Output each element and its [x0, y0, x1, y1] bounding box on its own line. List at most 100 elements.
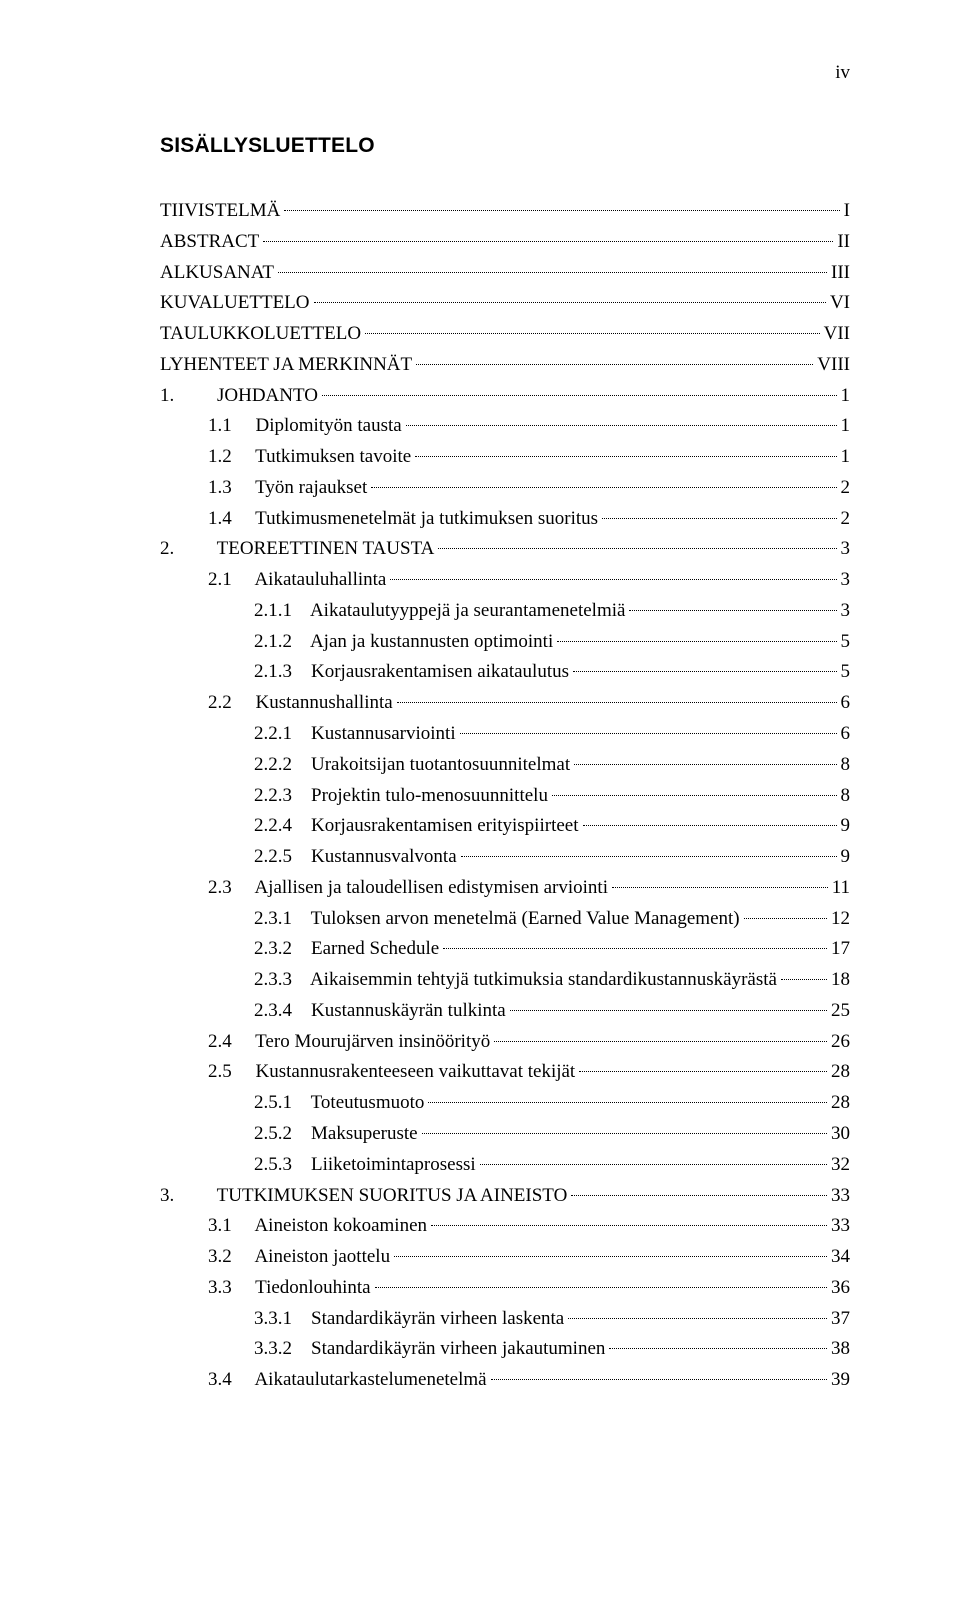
toc-heading: SISÄLLYSLUETTELO [160, 134, 850, 158]
toc-entry-label: 3.3.2 Standardikäyrän virheen jakautumin… [254, 1334, 605, 1365]
toc-entry-label: 2.2 Kustannushallinta [208, 688, 393, 719]
toc-leader-dots [322, 395, 837, 396]
toc-leader-dots [552, 795, 837, 796]
toc-leader-dots [394, 1256, 827, 1257]
toc-entry-page: 11 [832, 873, 850, 904]
toc-entry: ALKUSANATIII [160, 258, 850, 289]
toc-list: TIIVISTELMÄ I ABSTRACT IIALKUSANATIIIKUVALU… [160, 196, 850, 1396]
toc-entry: 1.2 Tutkimuksen tavoite 1 [160, 442, 850, 473]
toc-leader-dots [390, 579, 836, 580]
toc-entry: LYHENTEET JA MERKINNÄTVIII [160, 350, 850, 381]
toc-entry-label: ABSTRACT [160, 227, 259, 258]
toc-entry-page: 3 [841, 596, 851, 627]
toc-entry: 3.2 Aineiston jaottelu34 [160, 1242, 850, 1273]
toc-leader-dots [365, 333, 820, 334]
toc-entry-page: 1 [841, 381, 851, 412]
toc-entry: 2.5.3 Liiketoimintaprosessi 32 [160, 1150, 850, 1181]
toc-entry-page: 1 [841, 411, 851, 442]
toc-entry: 2.3.2 Earned Schedule17 [160, 934, 850, 965]
toc-leader-dots [781, 979, 827, 980]
toc-leader-dots [431, 1225, 827, 1226]
toc-leader-dots [375, 1287, 827, 1288]
toc-entry: 3. TUTKIMUKSEN SUORITUS JA AINEISTO33 [160, 1181, 850, 1212]
toc-entry: 2.2.2 Urakoitsijan tuotantosuunnitelmat 8 [160, 750, 850, 781]
toc-leader-dots [571, 1195, 827, 1196]
toc-entry: KUVALUETTELOVI [160, 288, 850, 319]
toc-entry-label: 2.5.1 Toteutusmuoto [254, 1088, 424, 1119]
toc-entry-label: 3.1 Aineiston kokoaminen [208, 1211, 427, 1242]
toc-leader-dots [491, 1379, 827, 1380]
toc-entry-label: TAULUKKOLUETTELO [160, 319, 361, 350]
toc-entry-label: 1.2 Tutkimuksen tavoite [208, 442, 411, 473]
toc-entry-label: 1. JOHDANTO [160, 381, 318, 412]
toc-leader-dots [460, 733, 837, 734]
toc-entry-page: VIII [817, 350, 850, 381]
toc-entry-label: 3.4 Aikataulutarkastelumenetelmä [208, 1365, 487, 1396]
toc-entry: 2.1 Aikatauluhallinta3 [160, 565, 850, 596]
toc-entry-page: 33 [831, 1181, 850, 1212]
toc-leader-dots [510, 1010, 827, 1011]
toc-leader-dots [494, 1041, 827, 1042]
toc-leader-dots [461, 856, 837, 857]
toc-entry-page: 1 [841, 442, 851, 473]
toc-leader-dots [568, 1318, 827, 1319]
toc-leader-dots [422, 1133, 827, 1134]
toc-entry-page: VI [830, 288, 850, 319]
toc-entry-label: 2.2.1 Kustannusarviointi [254, 719, 456, 750]
toc-entry-label: 2.2.5 Kustannusvalvonta [254, 842, 457, 873]
toc-leader-dots [438, 548, 836, 549]
toc-leader-dots [480, 1164, 827, 1165]
toc-entry-label: 2.5 Kustannusrakenteeseen vaikuttavat te… [208, 1057, 575, 1088]
toc-leader-dots [406, 425, 837, 426]
toc-leader-dots [579, 1071, 827, 1072]
toc-entry-page: 9 [841, 811, 851, 842]
toc-entry-page: 8 [841, 750, 851, 781]
toc-leader-dots [573, 671, 836, 672]
document-page: iv SISÄLLYSLUETTELO TIIVISTELMÄIABSTRACT… [0, 0, 960, 1617]
toc-entry-page: 5 [841, 657, 851, 688]
toc-leader-dots [278, 272, 827, 273]
toc-entry: 2.3 Ajallisen ja taloudellisen edistymis… [160, 873, 850, 904]
toc-entry-page: 6 [841, 719, 851, 750]
toc-entry: TAULUKKOLUETTELOVII [160, 319, 850, 350]
toc-entry: 3.4 Aikataulutarkastelumenetelmä39 [160, 1365, 850, 1396]
toc-entry-label: 2.5.3 Liiketoimintaprosessi [254, 1150, 476, 1181]
toc-entry: TIIVISTELMÄ I [160, 196, 850, 227]
toc-entry: 3.3.1 Standardikäyrän virheen laskenta37 [160, 1304, 850, 1335]
toc-leader-dots [609, 1348, 827, 1349]
toc-entry-page: 6 [841, 688, 851, 719]
toc-entry: 2.2.3 Projektin tulo-menosuunnittelu8 [160, 781, 850, 812]
toc-entry: 1.4 Tutkimusmenetelmät ja tutkimuksen su… [160, 504, 850, 535]
toc-entry-page: 30 [831, 1119, 850, 1150]
toc-entry: 2.3.1 Tuloksen arvon menetelmä (Earned V… [160, 904, 850, 935]
toc-entry-label: ALKUSANAT [160, 258, 274, 289]
toc-entry: 2.1.2 Ajan ja kustannusten optimointi5 [160, 627, 850, 658]
toc-entry: ABSTRACT II [160, 227, 850, 258]
toc-entry-label: TIIVISTELMÄ [160, 196, 280, 227]
toc-entry-page: I [844, 196, 850, 227]
toc-entry: 1.3 Työn rajaukset 2 [160, 473, 850, 504]
toc-entry-label: 1.3 Työn rajaukset [208, 473, 367, 504]
toc-entry-page: 26 [831, 1027, 850, 1058]
toc-leader-dots [397, 702, 837, 703]
toc-leader-dots [428, 1102, 827, 1103]
toc-entry-label: 3.3 Tiedonlouhinta [208, 1273, 371, 1304]
toc-entry-label: 2.2.2 Urakoitsijan tuotantosuunnitelmat [254, 750, 570, 781]
toc-entry-page: 25 [831, 996, 850, 1027]
toc-entry-page: 2 [841, 473, 851, 504]
toc-entry: 2. TEOREETTINEN TAUSTA3 [160, 534, 850, 565]
toc-entry-page: 28 [831, 1088, 850, 1119]
toc-entry-label: 1.1 Diplomityön tausta [208, 411, 402, 442]
toc-entry-page: 33 [831, 1211, 850, 1242]
toc-entry-page: 17 [831, 934, 850, 965]
toc-entry-page: 32 [831, 1150, 850, 1181]
toc-entry-label: 2.3.1 Tuloksen arvon menetelmä (Earned V… [254, 904, 740, 935]
toc-leader-dots [415, 456, 836, 457]
toc-entry: 2.1.3 Korjausrakentamisen aikataulutus5 [160, 657, 850, 688]
toc-leader-dots [574, 764, 836, 765]
toc-entry-label: 2. TEOREETTINEN TAUSTA [160, 534, 434, 565]
toc-entry-label: 2.3.4 Kustannuskäyrän tulkinta [254, 996, 506, 1027]
toc-entry-page: 5 [841, 627, 851, 658]
toc-entry-page: II [837, 227, 850, 258]
toc-entry: 2.2.5 Kustannusvalvonta9 [160, 842, 850, 873]
